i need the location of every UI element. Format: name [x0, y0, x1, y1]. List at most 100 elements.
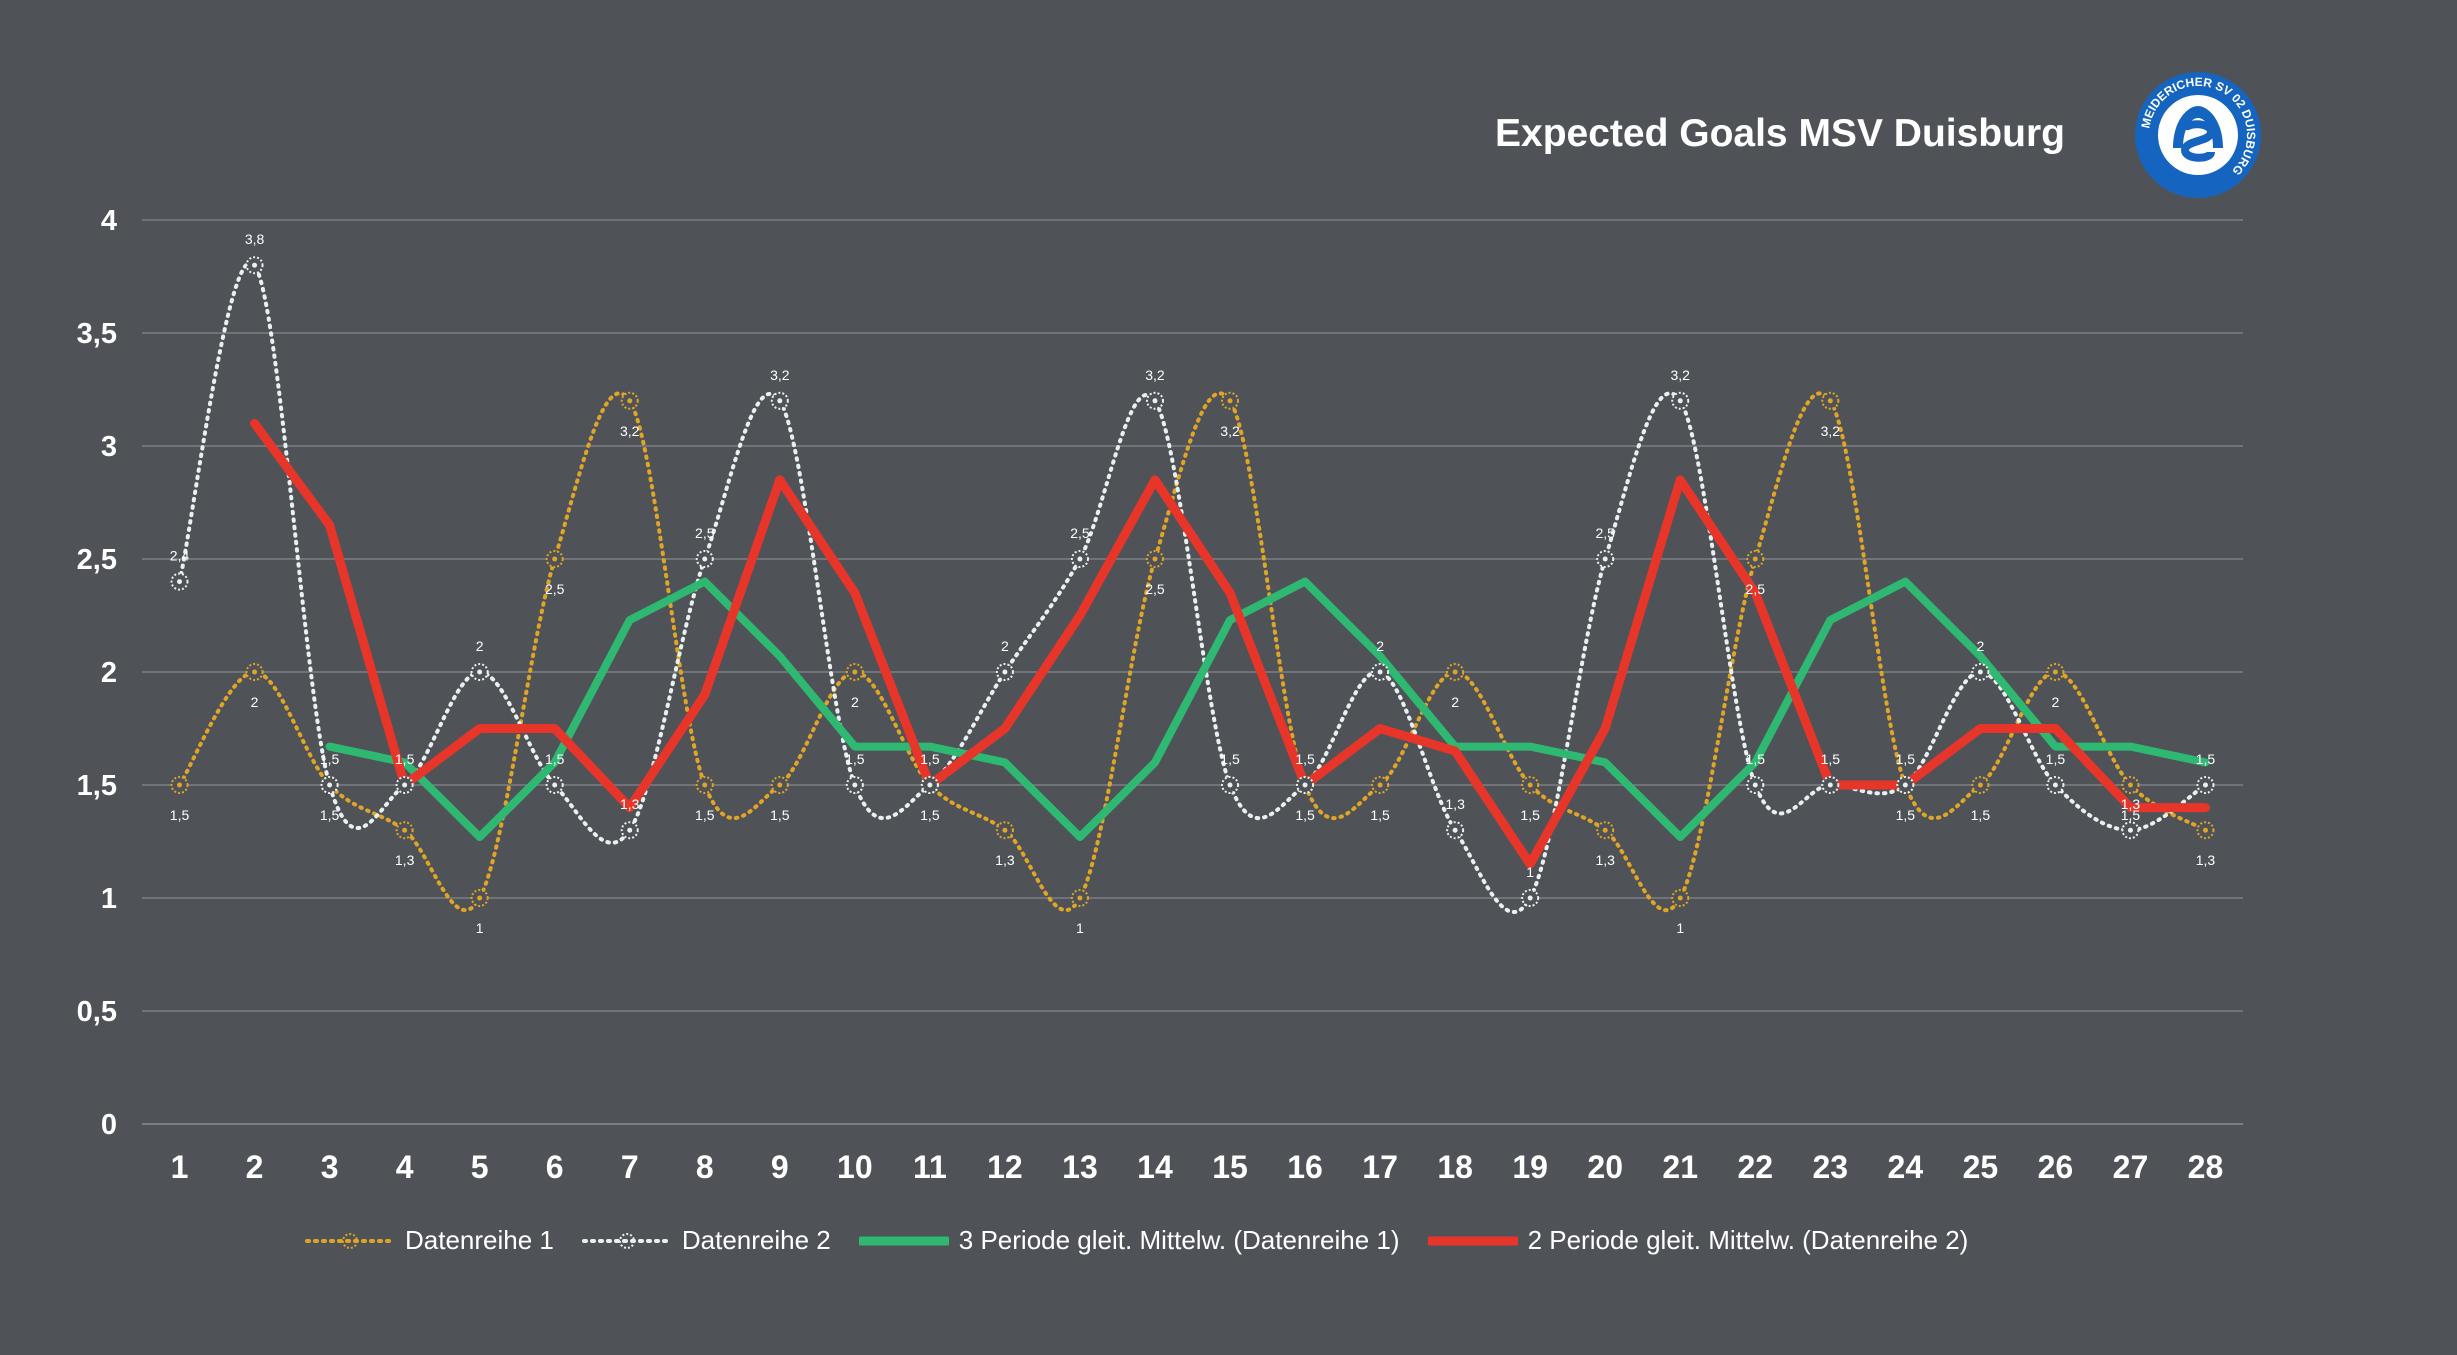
data-label: 1,5	[1896, 751, 1916, 767]
data-label: 3,2	[1821, 423, 1841, 439]
data-point-center	[1452, 669, 1458, 675]
data-label: 1,5	[2121, 807, 2141, 823]
data-point-center	[552, 556, 558, 562]
y-tick-label: 4	[101, 205, 117, 237]
data-label: 3,8	[245, 231, 265, 247]
data-point-center	[252, 262, 258, 268]
data-label: 2,5	[1595, 525, 1615, 541]
x-tick-label: 16	[1287, 1149, 1323, 1185]
data-label: 1,5	[1520, 807, 1540, 823]
data-point-center	[1527, 895, 1533, 901]
data-label: 2	[2052, 694, 2060, 710]
data-label: 1,3	[995, 852, 1015, 868]
data-point-center	[1302, 782, 1308, 788]
data-point-center	[777, 782, 783, 788]
data-label: 1,5	[170, 807, 190, 823]
chart-title: Expected Goals MSV Duisburg	[1495, 112, 2065, 155]
data-point-center	[252, 669, 258, 675]
x-tick-label: 2	[246, 1149, 264, 1185]
x-tick-label: 7	[621, 1149, 639, 1185]
legend-label-series-4: 2 Periode gleit. Mittelw. (Datenreihe 2)	[1527, 1225, 1969, 1255]
data-point-center	[1152, 556, 1158, 562]
data-point-center	[477, 669, 483, 675]
data-label: 1,3	[2196, 852, 2216, 868]
y-tick-label: 2	[101, 657, 117, 689]
data-point-center	[1677, 895, 1683, 901]
data-point-center	[1002, 669, 1008, 675]
data-point-center	[627, 398, 633, 404]
x-tick-label: 1	[171, 1149, 189, 1185]
x-tick-label: 18	[1437, 1149, 1473, 1185]
x-tick-label: 26	[2038, 1149, 2074, 1185]
x-tick-label: 10	[837, 1149, 873, 1185]
data-label: 3,2	[1145, 367, 1165, 383]
gridlines	[142, 219, 2243, 1125]
data-label: 2,5	[1746, 581, 1766, 597]
data-point-center	[1152, 398, 1158, 404]
series-layer: 1,521,51,312,53,21,5 1,521,51,312,53,21,5…	[170, 231, 2216, 936]
x-tick-label: 8	[696, 1149, 714, 1185]
data-point-center	[177, 782, 183, 788]
x-tick-label: 23	[1813, 1149, 1849, 1185]
data-point-center	[552, 782, 558, 788]
data-label: 2	[1451, 694, 1459, 710]
x-tick-label: 15	[1212, 1149, 1248, 1185]
series-line-4	[250, 418, 2210, 869]
data-point-center	[852, 782, 858, 788]
legend-swatch-series-1	[305, 1232, 395, 1249]
x-tick-label: 20	[1587, 1149, 1623, 1185]
x-tick-label: 4	[396, 1149, 414, 1185]
data-label: 3,2	[1220, 423, 1240, 439]
data-label: 1,5	[1971, 807, 1991, 823]
data-label: 1,5	[1821, 751, 1841, 767]
data-label: 1,5	[1746, 751, 1766, 767]
data-label: 3,2	[1670, 367, 1690, 383]
legend-swatch-series-2	[581, 1232, 672, 1249]
data-point-center	[702, 782, 708, 788]
data-point-center	[1827, 398, 1833, 404]
data-label: 2	[251, 694, 259, 710]
data-point-center	[402, 782, 408, 788]
x-axis: 1 2 3 4 5 6 7 8 9 10 11 12 13 14 15 16 17 18 19 20 21 22 23 24 2…	[171, 1149, 2224, 1185]
data-label: 2,4	[170, 548, 190, 564]
data-label: 1,5	[2046, 751, 2066, 767]
data-label: 1,5	[1896, 807, 1916, 823]
y-tick-label: 0	[101, 1109, 117, 1141]
data-label: 1,3	[1445, 796, 1465, 812]
data-point-center	[177, 579, 183, 585]
data-label: 2	[851, 694, 859, 710]
series-line-3	[325, 577, 2210, 841]
data-label: 1,5	[695, 807, 715, 823]
data-point-center	[1827, 782, 1833, 788]
data-point-center	[1977, 669, 1983, 675]
x-tick-label: 14	[1137, 1149, 1173, 1185]
data-point-center	[327, 782, 333, 788]
data-point-center	[627, 827, 633, 833]
data-label: 2	[476, 638, 484, 654]
data-point-center	[1677, 398, 1683, 404]
data-point-center	[2127, 827, 2133, 833]
data-point-center	[2202, 782, 2208, 788]
y-axis: 0 0,5 1 1,5 2 2,5 3 3,5 4	[77, 205, 117, 1141]
data-point-center	[2052, 669, 2058, 675]
data-label: 1,5	[320, 751, 340, 767]
data-point-center	[1377, 782, 1383, 788]
x-tick-label: 17	[1362, 1149, 1398, 1185]
data-label: 2,5	[1145, 581, 1165, 597]
data-point-center	[1602, 556, 1608, 562]
data-point-center	[1077, 556, 1083, 562]
x-tick-label: 11	[913, 1149, 947, 1185]
data-point-center	[1227, 782, 1233, 788]
data-label: 1,5	[320, 807, 340, 823]
data-point-center	[402, 827, 408, 833]
data-point-center	[2202, 827, 2208, 833]
series-line-1	[177, 391, 2208, 912]
data-label: 2	[1001, 638, 1009, 654]
legend-swatch-series-4	[1427, 1236, 1518, 1245]
data-point-center	[1527, 782, 1533, 788]
legend-label-series-2: Datenreihe 2	[681, 1225, 831, 1255]
x-tick-label: 3	[321, 1149, 339, 1185]
data-point-center	[477, 895, 483, 901]
data-label: 1,5	[1220, 751, 1240, 767]
